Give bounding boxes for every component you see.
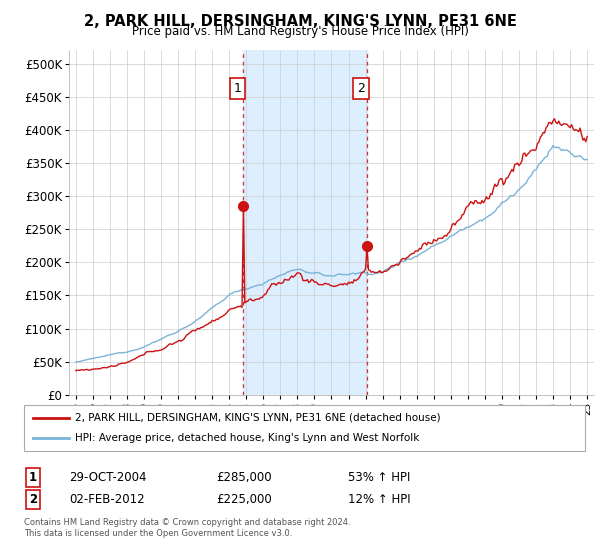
Text: Contains HM Land Registry data © Crown copyright and database right 2024.: Contains HM Land Registry data © Crown c…: [24, 519, 350, 528]
Text: 2: 2: [357, 82, 365, 95]
Text: 12% ↑ HPI: 12% ↑ HPI: [348, 493, 410, 506]
Text: Price paid vs. HM Land Registry's House Price Index (HPI): Price paid vs. HM Land Registry's House …: [131, 25, 469, 38]
Text: 53% ↑ HPI: 53% ↑ HPI: [348, 470, 410, 484]
Text: 2, PARK HILL, DERSINGHAM, KING'S LYNN, PE31 6NE: 2, PARK HILL, DERSINGHAM, KING'S LYNN, P…: [83, 14, 517, 29]
Text: £225,000: £225,000: [216, 493, 272, 506]
Text: 2: 2: [29, 493, 37, 506]
Text: 2, PARK HILL, DERSINGHAM, KING'S LYNN, PE31 6NE (detached house): 2, PARK HILL, DERSINGHAM, KING'S LYNN, P…: [75, 413, 440, 423]
Text: £285,000: £285,000: [216, 470, 272, 484]
Text: HPI: Average price, detached house, King's Lynn and West Norfolk: HPI: Average price, detached house, King…: [75, 433, 419, 443]
Text: 1: 1: [29, 470, 37, 484]
Text: This data is licensed under the Open Government Licence v3.0.: This data is licensed under the Open Gov…: [24, 530, 292, 539]
Bar: [244, 50, 367, 395]
Text: 1: 1: [233, 82, 241, 95]
Text: 02-FEB-2012: 02-FEB-2012: [69, 493, 145, 506]
Text: 29-OCT-2004: 29-OCT-2004: [69, 470, 146, 484]
